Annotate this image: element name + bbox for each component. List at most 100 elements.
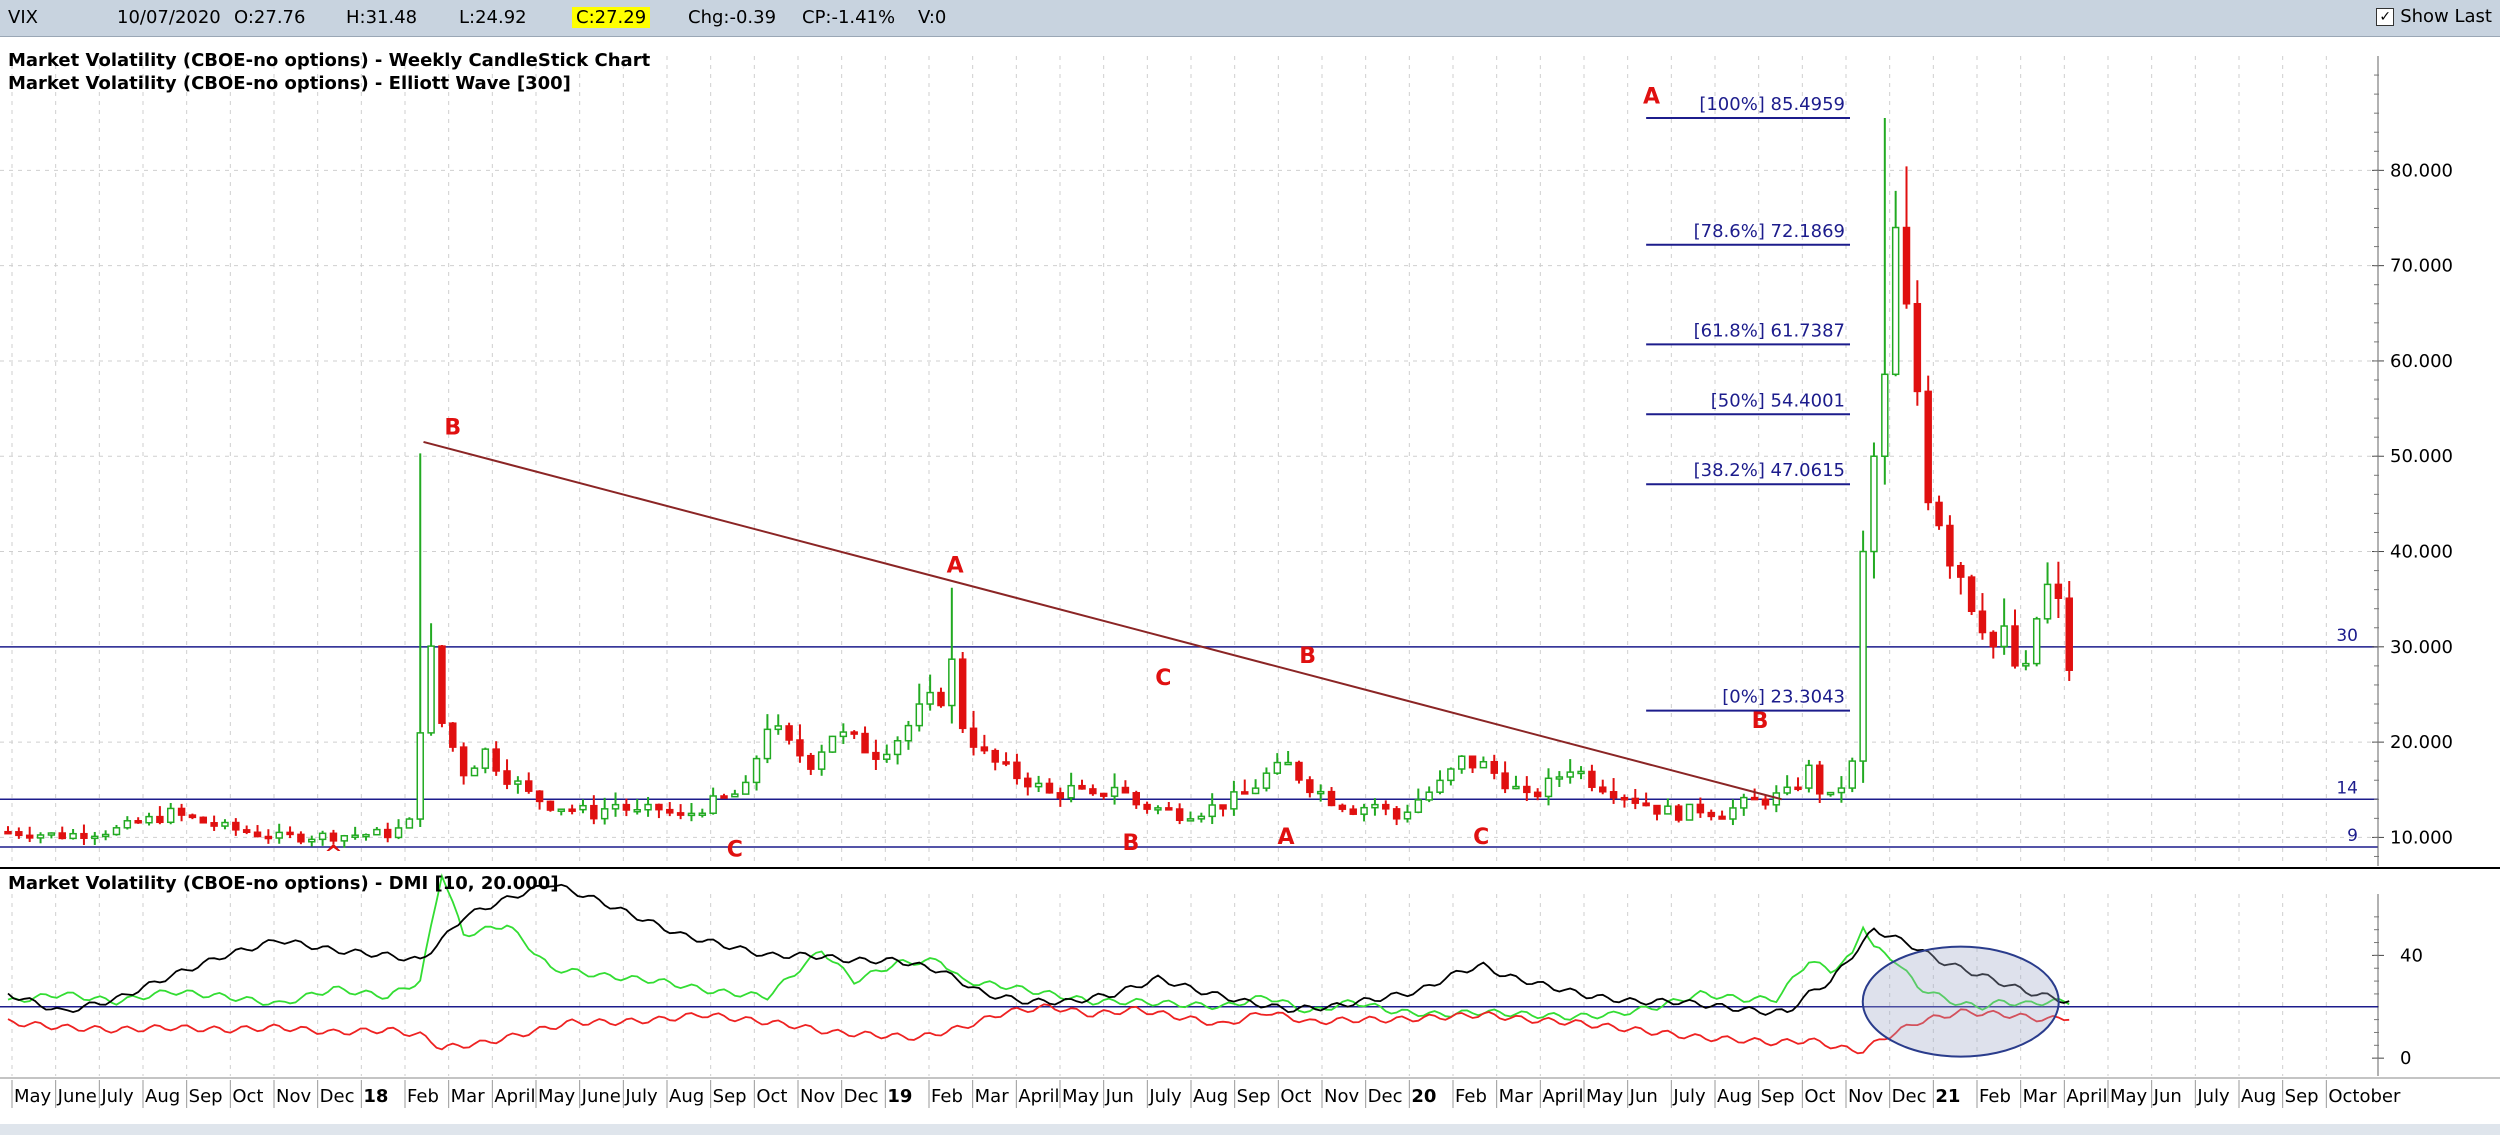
candle-body — [318, 832, 327, 841]
open-value: O:27.76 — [234, 7, 306, 28]
trendline — [423, 440, 1783, 801]
candle-body — [1002, 761, 1010, 765]
candle-body — [622, 803, 631, 811]
x-tick-label: Oct — [1804, 1086, 1835, 1107]
x-tick-label: May — [14, 1086, 52, 1107]
candle-body — [948, 658, 956, 707]
x-tick-label: Oct — [232, 1086, 263, 1107]
candle-body — [1718, 815, 1726, 820]
x-tick-label: Sep — [1761, 1086, 1795, 1107]
fibonacci-levels: [100%] 85.4959 [78.6%] 72.1869 [61.8%] 61.… — [1646, 94, 1850, 712]
candle-body — [1826, 791, 1835, 796]
candle-body — [676, 812, 685, 816]
candle-body — [991, 749, 999, 763]
candle-body — [2043, 583, 2052, 620]
fib-label: [0%] 23.3043 — [1722, 687, 1845, 708]
candle-body — [1316, 790, 1325, 795]
candle-body — [980, 746, 989, 752]
candle-body — [199, 816, 208, 824]
candle-body — [470, 767, 479, 777]
candle-body — [1457, 755, 1466, 770]
candle-body — [1501, 772, 1509, 790]
symbol-label: VIX — [8, 7, 38, 28]
fib-label: [61.8%] 61.7387 — [1694, 320, 1845, 341]
y-tick-label: 10.000 — [2390, 827, 2453, 848]
candle-body — [958, 658, 967, 730]
candle-body — [1837, 787, 1846, 794]
candle-body — [937, 691, 945, 707]
candlesticks — [4, 117, 2073, 848]
candle-body — [459, 746, 468, 777]
candle-body — [416, 732, 424, 820]
candle-body — [1338, 804, 1347, 810]
x-tick-label: Jun — [2153, 1086, 2182, 1107]
candle-body — [872, 751, 880, 760]
candle-body — [58, 832, 66, 840]
candle-body — [600, 808, 609, 820]
candle-body — [1273, 761, 1282, 774]
x-tick-label: Mar — [2023, 1086, 2058, 1107]
candle-body — [1512, 785, 1520, 790]
candle-body — [1208, 804, 1216, 818]
x-tick-label: Feb — [931, 1086, 963, 1107]
candle-body — [1740, 796, 1748, 809]
candle-body — [1197, 815, 1206, 820]
x-tick-label: July — [1672, 1086, 1706, 1107]
candle-body — [1013, 761, 1021, 780]
candle-body — [1436, 779, 1444, 793]
show-last-label: Show Last — [2400, 6, 2492, 27]
candle-body — [4, 830, 12, 835]
candle-body — [1566, 771, 1574, 778]
candle-body — [405, 818, 414, 829]
show-last-toggle[interactable]: ✓ Show Last — [2376, 6, 2492, 27]
candle-body — [2065, 597, 2073, 671]
candle-body — [1664, 805, 1672, 815]
candle-body — [698, 812, 707, 816]
candle-body — [1523, 785, 1531, 794]
candle-body — [1750, 796, 1759, 801]
chart-title: Market Volatility (CBOE-no options) - We… — [8, 50, 651, 71]
candle-body — [1175, 808, 1184, 822]
candle-body — [1913, 303, 1922, 393]
candle-body — [1414, 799, 1423, 813]
x-tick-label: Aug — [1717, 1086, 1752, 1107]
chart-area[interactable]: 30 14 9 [100%] 85.4959 [78.6%] 72.1869 [61.8… — [0, 36, 2500, 1124]
candle-body — [438, 645, 446, 724]
candle-body — [1382, 803, 1390, 810]
status-strip — [0, 1124, 2500, 1135]
candle-body — [1696, 803, 1705, 814]
candle-body — [166, 807, 175, 824]
close-value: C:27.29 — [572, 7, 651, 28]
show-last-checkbox-icon[interactable]: ✓ — [2376, 7, 2395, 26]
candle-body — [1121, 786, 1130, 794]
wave-label: C — [727, 837, 743, 862]
volume-value: V:0 — [918, 7, 947, 28]
candle-body — [1132, 792, 1140, 806]
candle-body — [731, 793, 739, 798]
candle-body — [1468, 755, 1477, 769]
candle-body — [850, 731, 858, 735]
wave-labels: ^ B C A B C A B C A B — [324, 85, 1768, 868]
candle-body — [112, 827, 121, 836]
candle-body — [1642, 802, 1650, 807]
candle-body — [590, 804, 598, 820]
x-tick-label: October — [2328, 1086, 2401, 1107]
x-tick-label: Sep — [713, 1086, 747, 1107]
candle-body — [253, 831, 262, 838]
candle-body — [893, 739, 902, 756]
candle-body — [1284, 761, 1292, 766]
candle-body — [1761, 798, 1770, 806]
candle-body — [1870, 455, 1878, 553]
change-pct-value: CP:-1.41% — [802, 7, 896, 28]
candle-body — [232, 821, 240, 831]
x-tick-label: Jun — [1105, 1086, 1134, 1107]
candle-body — [1978, 610, 1987, 634]
candle-body — [481, 748, 490, 769]
y-tick-label: 50.000 — [2390, 446, 2453, 467]
dmi-series-minus_di — [7, 1003, 2070, 1055]
candle-body — [1989, 631, 1998, 648]
candle-body — [1024, 777, 1032, 788]
candle-body — [828, 735, 837, 753]
dmi-y-tick-label: 40 — [2400, 945, 2423, 966]
candle-body — [514, 780, 522, 785]
